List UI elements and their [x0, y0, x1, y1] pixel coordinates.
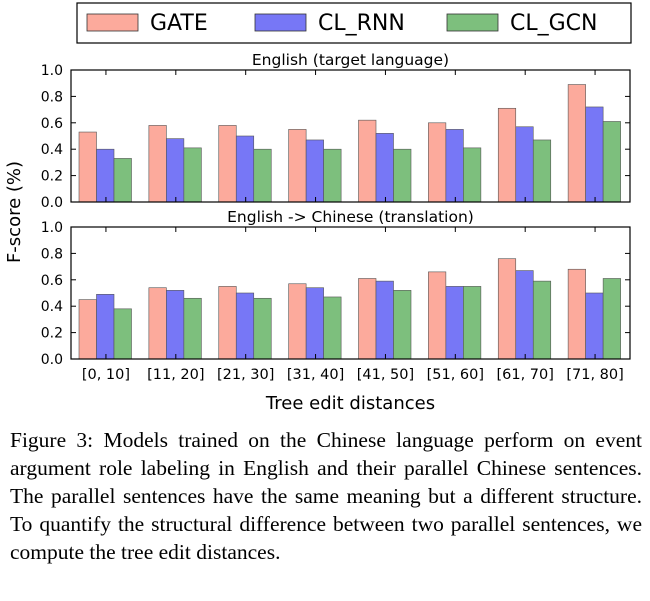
- bar-gate-p1-c5: [358, 119, 377, 203]
- legend-swatch-gate: [86, 13, 139, 32]
- x-tick-label-6: [51, 60]: [427, 367, 484, 383]
- y-tick-label-1-1: 0.2: [41, 169, 63, 185]
- bar-chart: GATE CL_RNN CL_GCN English (target language…: [4, 2, 632, 414]
- bar-cl-rnn-p2-c5: [375, 280, 394, 360]
- bar-cl-rnn-p1-c7: [515, 126, 534, 203]
- bar-cl-rnn-p1-c1: [96, 148, 115, 203]
- legend-label-gate: GATE: [150, 11, 208, 36]
- y-tick-label-1-4: 0.8: [41, 89, 63, 105]
- bar-gate-p2-c2: [148, 287, 167, 360]
- bar-cl-rnn-p1-c5: [375, 133, 394, 203]
- bar-gate-p2-c8: [567, 268, 586, 360]
- plot-frame-2: [70, 226, 631, 360]
- legend-swatch-cl-gcn: [446, 13, 499, 32]
- x-tick-label-8: [71, 80]: [566, 367, 623, 383]
- bar-cl-gcn-p2-c8: [602, 278, 621, 360]
- bar-cl-gcn-p1-c3: [253, 148, 272, 203]
- bar-gate-p2-c4: [288, 283, 307, 360]
- bar-cl-rnn-p2-c8: [585, 292, 604, 360]
- y-tick-label-2-0: 0.0: [41, 352, 63, 368]
- bar-cl-rnn-p1-c6: [445, 129, 464, 203]
- x-tick-label-5: [41, 50]: [357, 367, 414, 383]
- x-tick-label-7: [61, 70]: [496, 367, 553, 383]
- bar-gate-p2-c7: [497, 258, 517, 360]
- y-tick-label-1-5: 1.0: [41, 63, 63, 79]
- legend-label-cl-rnn: CL_RNN: [318, 11, 405, 36]
- bar-cl-gcn-p1-c4: [323, 148, 342, 203]
- bar-cl-rnn-p2-c6: [445, 286, 464, 360]
- x-tick-label-3: [21, 30]: [217, 367, 274, 383]
- y-tick-label-2-2: 0.4: [41, 299, 63, 315]
- y-axis-label: F-score (%): [4, 161, 25, 263]
- bar-gate-p2-c6: [428, 271, 447, 360]
- panel-title-1: English (target language): [252, 51, 449, 69]
- bar-cl-rnn-p2-c2: [166, 290, 185, 360]
- bar-cl-gcn-p1-c8: [602, 121, 621, 203]
- bar-gate-p2-c5: [358, 278, 377, 360]
- bar-cl-rnn-p2-c7: [515, 270, 534, 360]
- plot-frame-1: [70, 69, 631, 203]
- bar-cl-rnn-p2-c1: [96, 294, 115, 360]
- bar-gate-p1-c1: [78, 131, 97, 203]
- bar-cl-gcn-p1-c5: [393, 148, 412, 203]
- bar-cl-gcn-p2-c4: [323, 296, 342, 360]
- x-tick-label-4: [31, 40]: [287, 367, 344, 383]
- bar-cl-gcn-p2-c5: [393, 290, 412, 360]
- figure-caption: Figure 3: Models trained on the Chinese …: [10, 428, 642, 564]
- bar-cl-gcn-p2-c7: [532, 280, 552, 360]
- bar-gate-p1-c3: [218, 125, 237, 203]
- panel-title-2: English -> Chinese (translation): [227, 208, 474, 226]
- bar-cl-gcn-p2-c6: [463, 286, 482, 360]
- bar-cl-gcn-p1-c7: [532, 139, 552, 203]
- bar-cl-gcn-p2-c3: [253, 297, 272, 360]
- bar-cl-gcn-p1-c6: [463, 147, 482, 203]
- bar-gate-p2-c1: [78, 299, 97, 360]
- y-tick-label-2-3: 0.6: [41, 273, 63, 289]
- bar-cl-rnn-p2-c3: [235, 292, 255, 360]
- y-tick-label-2-4: 0.8: [41, 246, 63, 262]
- y-tick-label-1-0: 0.0: [41, 195, 63, 211]
- y-tick-label-2-5: 1.0: [41, 220, 63, 236]
- x-tick-label-1: [0, 10]: [82, 367, 130, 383]
- x-axis-label: Tree edit distances: [265, 393, 435, 414]
- bar-cl-gcn-p2-c2: [183, 297, 202, 360]
- legend-label-cl-gcn: CL_GCN: [510, 11, 597, 36]
- x-tick-label-2: [11, 20]: [147, 367, 204, 383]
- bar-gate-p1-c4: [288, 129, 307, 203]
- legend-swatch-cl-rnn: [254, 13, 307, 32]
- bar-cl-rnn-p1-c4: [305, 139, 324, 203]
- y-tick-label-1-3: 0.6: [41, 116, 63, 132]
- bar-cl-rnn-p2-c4: [305, 287, 324, 360]
- y-tick-label-1-2: 0.4: [41, 142, 63, 158]
- legend-box: [76, 2, 632, 44]
- bar-cl-gcn-p1-c2: [183, 147, 202, 203]
- bar-gate-p1-c2: [148, 125, 167, 203]
- bar-cl-rnn-p1-c3: [235, 135, 255, 203]
- bar-gate-p1-c6: [428, 122, 447, 203]
- bar-cl-gcn-p1-c1: [113, 158, 132, 203]
- bar-cl-gcn-p2-c1: [113, 308, 132, 360]
- bar-gate-p2-c3: [218, 286, 237, 360]
- bar-cl-rnn-p1-c8: [585, 106, 604, 203]
- bar-gate-p1-c7: [497, 107, 517, 203]
- bar-cl-rnn-p1-c2: [166, 138, 185, 203]
- bar-gate-p1-c8: [567, 84, 586, 203]
- y-tick-label-2-1: 0.2: [41, 326, 63, 342]
